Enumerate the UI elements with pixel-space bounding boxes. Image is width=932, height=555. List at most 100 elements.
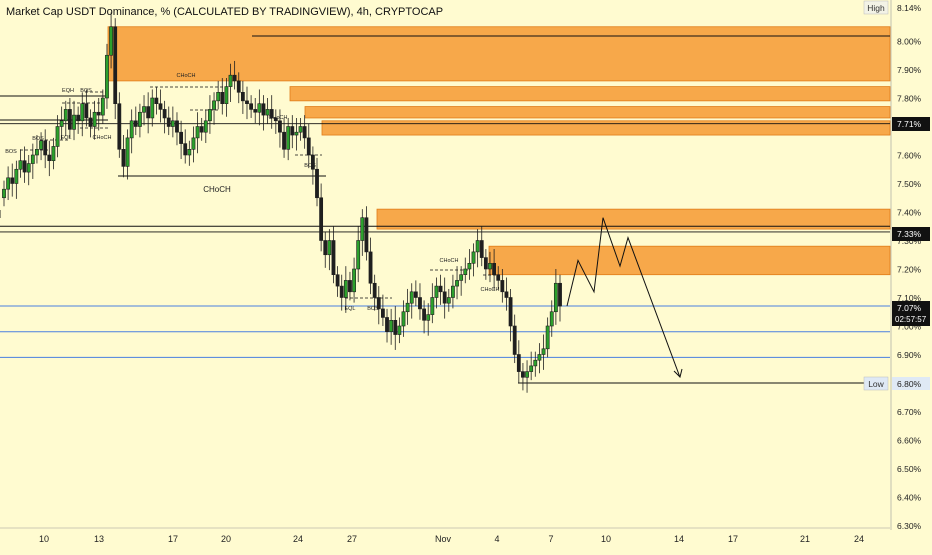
- candle-body: [158, 103, 163, 110]
- annotation-label: EQH: [62, 88, 74, 94]
- candle-body: [372, 282, 377, 298]
- x-tick-label: 17: [168, 534, 178, 544]
- low-tag: [863, 376, 889, 391]
- candle-body: [216, 92, 221, 102]
- candle-body: [286, 126, 291, 150]
- candle-body: [368, 251, 373, 284]
- current-price-value: 7.07%: [897, 303, 922, 313]
- candle-body: [430, 297, 435, 315]
- candle-body: [389, 319, 394, 332]
- y-tick-label: 8.00%: [897, 37, 922, 47]
- candle-body: [170, 120, 175, 127]
- candle-body: [549, 311, 554, 327]
- candle-body: [2, 188, 6, 199]
- level-1-box: [892, 117, 930, 131]
- projection-arrowhead: [673, 368, 683, 378]
- candle-body: [6, 177, 11, 190]
- candle-body: [488, 262, 492, 270]
- candle-body: [18, 160, 23, 170]
- supply-zone: [376, 208, 891, 230]
- candle-body: [67, 109, 72, 130]
- y-tick-label: 7.00%: [897, 322, 922, 332]
- candle-body: [471, 251, 476, 264]
- y-tick-label: 7.10%: [897, 293, 922, 303]
- candle-body: [187, 149, 192, 156]
- candle-body: [339, 285, 344, 298]
- projection-path: [566, 217, 681, 378]
- candle-body: [310, 154, 315, 170]
- annotation-label: BOS: [32, 136, 44, 142]
- candle-body: [261, 103, 266, 116]
- annotation-label: EQL: [344, 306, 355, 312]
- candle-body: [298, 126, 303, 133]
- y-tick-label: 6.40%: [897, 493, 922, 503]
- candle-body: [455, 280, 459, 287]
- candle-body: [483, 257, 488, 270]
- candle-body: [422, 308, 426, 321]
- annotation-label: CHoCH: [177, 73, 196, 79]
- candle-body: [327, 240, 332, 256]
- low-label: Low: [868, 379, 884, 389]
- candle-body: [356, 240, 361, 270]
- annotation-label: BOS: [5, 149, 17, 155]
- candle-body: [413, 291, 418, 298]
- supply-zone: [304, 106, 891, 119]
- candle-body: [195, 126, 200, 139]
- candle-body: [183, 143, 188, 156]
- y-tick-label: 6.90%: [897, 350, 922, 360]
- supply-zone: [289, 86, 891, 102]
- candle-body: [306, 137, 311, 156]
- candle-body: [525, 371, 529, 378]
- candle-body: [55, 126, 60, 147]
- candle-body: [117, 103, 122, 150]
- annotation-label: BOS: [304, 163, 316, 169]
- candle-body: [203, 120, 208, 133]
- candle-body: [418, 297, 422, 310]
- candle-body: [14, 168, 19, 184]
- candle-body: [105, 54, 109, 99]
- candle-body: [129, 120, 134, 139]
- candle-body: [529, 365, 534, 372]
- candle-body: [512, 325, 517, 355]
- candle-body: [409, 291, 414, 304]
- candle-body: [224, 86, 229, 104]
- candle-countdown: 02:57:57: [895, 315, 927, 324]
- level-2-box: [892, 227, 930, 241]
- y-tick-label: 6.30%: [897, 521, 922, 531]
- candle-body: [22, 160, 27, 173]
- candle-body: [51, 146, 56, 161]
- candle-body: [438, 285, 443, 293]
- level-1-value: 7.71%: [897, 119, 922, 129]
- candle-body: [191, 137, 196, 150]
- candle-body: [125, 137, 130, 167]
- candle-body: [290, 126, 295, 136]
- x-tick-label: Nov: [435, 534, 452, 544]
- candle-body: [245, 100, 249, 104]
- candle-body: [121, 149, 126, 167]
- candle-body: [10, 177, 15, 184]
- candle-body: [220, 92, 225, 105]
- candle-body: [175, 120, 179, 133]
- candle-body: [208, 109, 212, 122]
- annotation-label: BOS: [367, 306, 379, 312]
- candle-body: [228, 74, 233, 87]
- y-tick-label: 7.50%: [897, 179, 922, 189]
- candle-body: [451, 285, 455, 298]
- candle-body: [249, 103, 254, 110]
- candle-body: [467, 262, 472, 270]
- x-tick-label: 20: [221, 534, 231, 544]
- candle-body: [521, 371, 525, 378]
- x-tick-label: 24: [854, 534, 864, 544]
- x-tick-label: 7: [548, 534, 553, 544]
- candle-body: [236, 80, 241, 93]
- candle-body: [385, 317, 389, 333]
- candle-body: [302, 126, 307, 139]
- candle-body: [331, 240, 336, 276]
- annotation-label: BOS: [80, 88, 92, 94]
- candle-body: [59, 120, 64, 127]
- candle-body: [343, 280, 348, 298]
- candle-body: [496, 274, 501, 281]
- candle-body: [30, 154, 35, 164]
- candle-body: [179, 131, 183, 144]
